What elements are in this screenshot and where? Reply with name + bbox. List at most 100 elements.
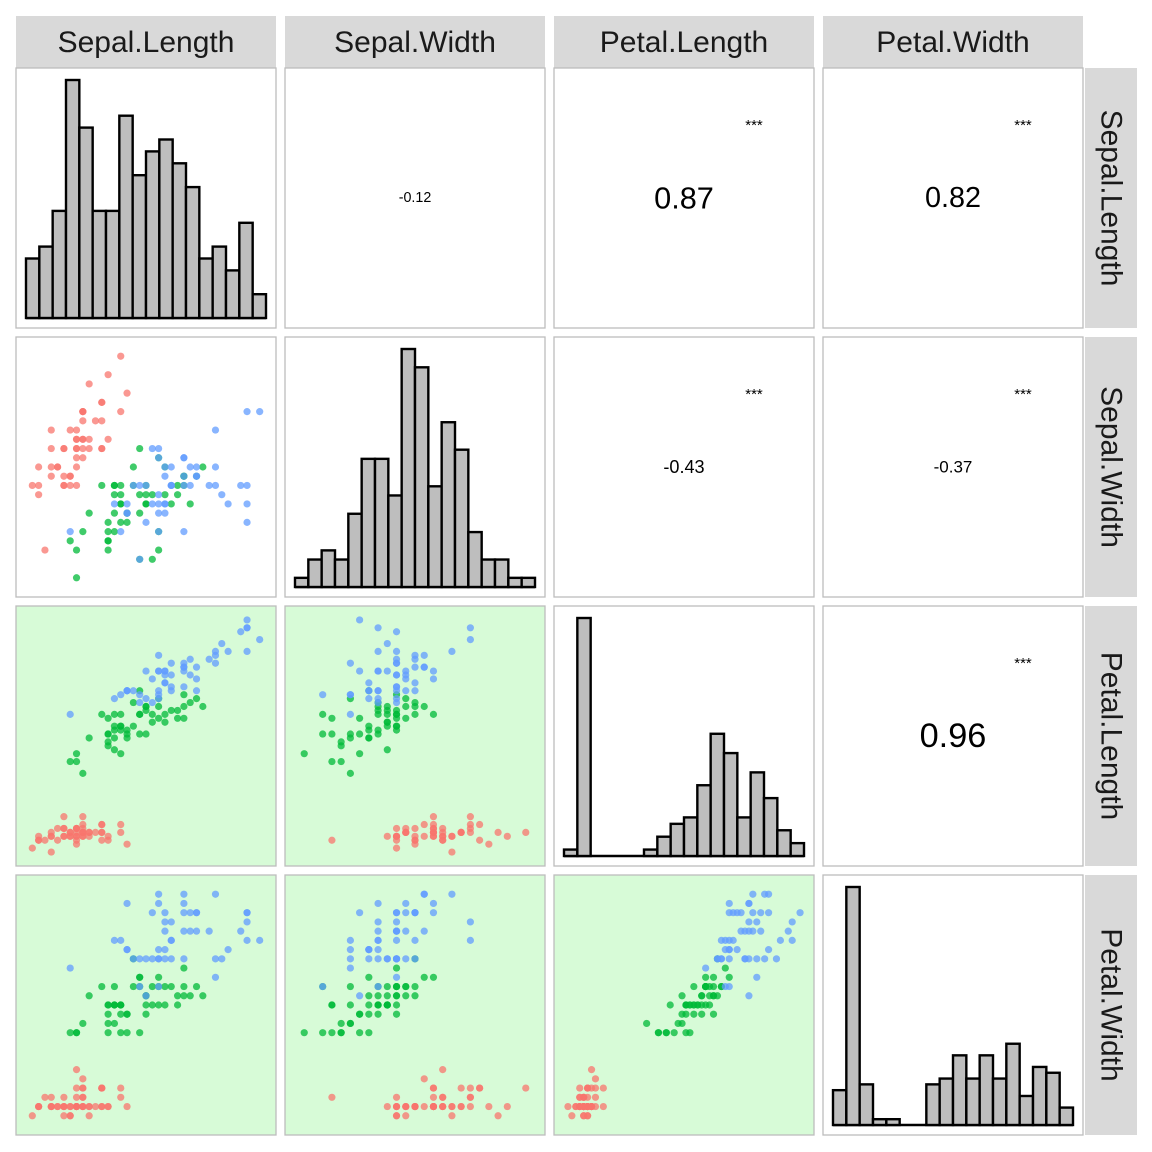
scatter-point-setosa	[587, 1066, 596, 1074]
scatter-point-versicolor	[186, 500, 194, 508]
panel-border	[284, 67, 546, 329]
scatter-point-versicolor	[136, 1029, 144, 1037]
panel-background	[285, 606, 545, 866]
scatter-point-setosa	[123, 1102, 131, 1111]
scatter-point-virginica	[167, 481, 175, 490]
scatter-point-versicolor	[72, 546, 81, 554]
scatter-point-virginica	[392, 671, 401, 679]
scatter-point-virginica	[211, 973, 220, 981]
scatter-point-versicolor	[173, 481, 182, 490]
scatter-point-setosa	[476, 820, 484, 829]
scatter-point-versicolor	[136, 444, 144, 453]
scatter-point-setosa	[28, 1112, 36, 1120]
scatter-point-virginica	[356, 909, 364, 917]
scatter-point-versicolor	[402, 702, 410, 711]
scatter-point-versicolor	[155, 702, 163, 711]
scatter-point-setosa	[117, 828, 125, 836]
panel-sepal-length-vs-petal-length: 0.87 ***	[553, 67, 815, 329]
scatter-point-setosa	[503, 1102, 511, 1111]
column-strip-label: Petal.Width	[876, 26, 1029, 59]
scatter-point-virginica	[155, 509, 163, 517]
scatter-point-versicolor	[129, 982, 137, 991]
scatter-point-versicolor	[180, 992, 188, 1000]
scatter-point-versicolor	[319, 730, 327, 738]
scatter-point-virginica	[123, 899, 131, 908]
scatter-point-virginica	[702, 964, 710, 972]
scatter-point-virginica	[346, 691, 354, 699]
scatter-point-virginica	[374, 624, 382, 632]
correlation-value: -0.43	[663, 457, 704, 477]
scatter-point-virginica	[365, 955, 373, 963]
scatter-point-versicolor	[98, 710, 106, 718]
scatter-point-virginica	[142, 667, 150, 675]
histogram-bar	[789, 841, 806, 858]
scatter-point-virginica	[155, 899, 163, 908]
significance-stars: ***	[1014, 655, 1032, 672]
scatter-point-setosa	[53, 463, 62, 471]
scatter-point-versicolor	[161, 718, 169, 726]
scatter-point-versicolor	[117, 481, 125, 490]
row-strip-bg	[1085, 875, 1137, 1135]
scatter-point-versicolor	[129, 698, 137, 707]
scatter-point-versicolor	[136, 730, 144, 738]
scatter-point-virginica	[224, 647, 232, 656]
scatter-point-versicolor	[110, 710, 119, 718]
scatter-point-versicolor	[319, 710, 327, 718]
scatter-point-virginica	[420, 651, 428, 659]
scatter-point-versicolor	[117, 726, 125, 734]
histogram-bar	[951, 1054, 968, 1127]
histogram-bar	[576, 616, 592, 858]
panel-border	[553, 605, 815, 867]
scatter-point-setosa	[72, 454, 81, 462]
histogram-bar	[520, 576, 537, 589]
scatter-point-versicolor	[365, 1010, 373, 1018]
scatter-point-virginica	[205, 481, 213, 490]
scatter-point-virginica	[784, 927, 792, 935]
scatter-point-virginica	[346, 710, 354, 718]
histogram-bar	[118, 114, 134, 320]
scatter-point-virginica	[392, 918, 401, 926]
scatter-point-virginica	[356, 992, 364, 1000]
scatter-point-virginica	[788, 918, 796, 926]
scatter-point-virginica	[148, 500, 156, 508]
histogram-bar	[467, 530, 483, 589]
scatter-point-versicolor	[429, 710, 438, 718]
scatter-point-versicolor	[136, 509, 144, 517]
histogram-bar	[38, 245, 54, 320]
scatter-point-virginica	[365, 695, 373, 703]
scatter-point-setosa	[91, 1102, 100, 1111]
scatter-point-versicolor	[356, 730, 364, 738]
scatter-point-versicolor	[337, 1029, 345, 1037]
panel-border	[284, 336, 546, 598]
scatter-point-versicolor	[690, 1010, 698, 1018]
scatter-point-versicolor	[180, 982, 188, 991]
scatter-point-virginica	[136, 481, 144, 490]
scatter-point-setosa	[466, 813, 474, 821]
scatter-point-versicolor	[142, 500, 150, 508]
scatter-point-versicolor	[365, 734, 373, 742]
scatter-point-versicolor	[709, 982, 718, 991]
scatter-point-versicolor	[300, 1029, 308, 1037]
scatter-point-virginica	[411, 955, 419, 963]
scatter-point-virginica	[429, 909, 438, 917]
scatter-point-setosa	[429, 1093, 438, 1101]
significance-stars: ***	[1014, 117, 1032, 134]
scatter-point-versicolor	[402, 695, 410, 703]
scatter-point-versicolor	[180, 714, 188, 722]
scatter-point-setosa	[466, 824, 474, 833]
panel-border	[553, 67, 815, 329]
scatter-point-setosa	[123, 389, 131, 397]
histogram-bar	[978, 1054, 995, 1127]
histogram-bar	[64, 78, 81, 320]
scatter-point-versicolor	[654, 1029, 663, 1037]
scatter-point-virginica	[796, 909, 804, 917]
panel-background	[554, 68, 814, 328]
scatter-point-versicolor	[155, 973, 163, 981]
panel-border	[553, 874, 815, 1136]
scatter-point-setosa	[98, 820, 106, 829]
scatter-point-virginica	[167, 671, 175, 679]
column-strip-sepal-width: Sepal.Width	[285, 16, 545, 68]
histogram-bar	[320, 549, 337, 589]
scatter-point-setosa	[123, 840, 131, 848]
scatter-point-versicolor	[110, 509, 119, 517]
